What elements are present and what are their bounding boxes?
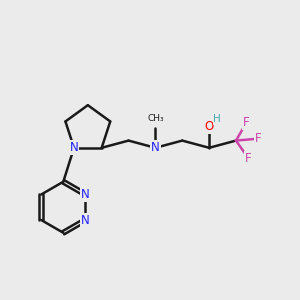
Text: F: F [255, 132, 262, 145]
Text: O: O [205, 120, 214, 133]
Text: F: F [243, 116, 250, 129]
Text: N: N [81, 214, 90, 226]
Text: N: N [151, 141, 160, 154]
Text: N: N [70, 141, 78, 154]
Text: N: N [81, 188, 90, 201]
Text: H: H [213, 114, 221, 124]
Text: CH₃: CH₃ [147, 114, 164, 123]
Text: F: F [245, 152, 251, 164]
